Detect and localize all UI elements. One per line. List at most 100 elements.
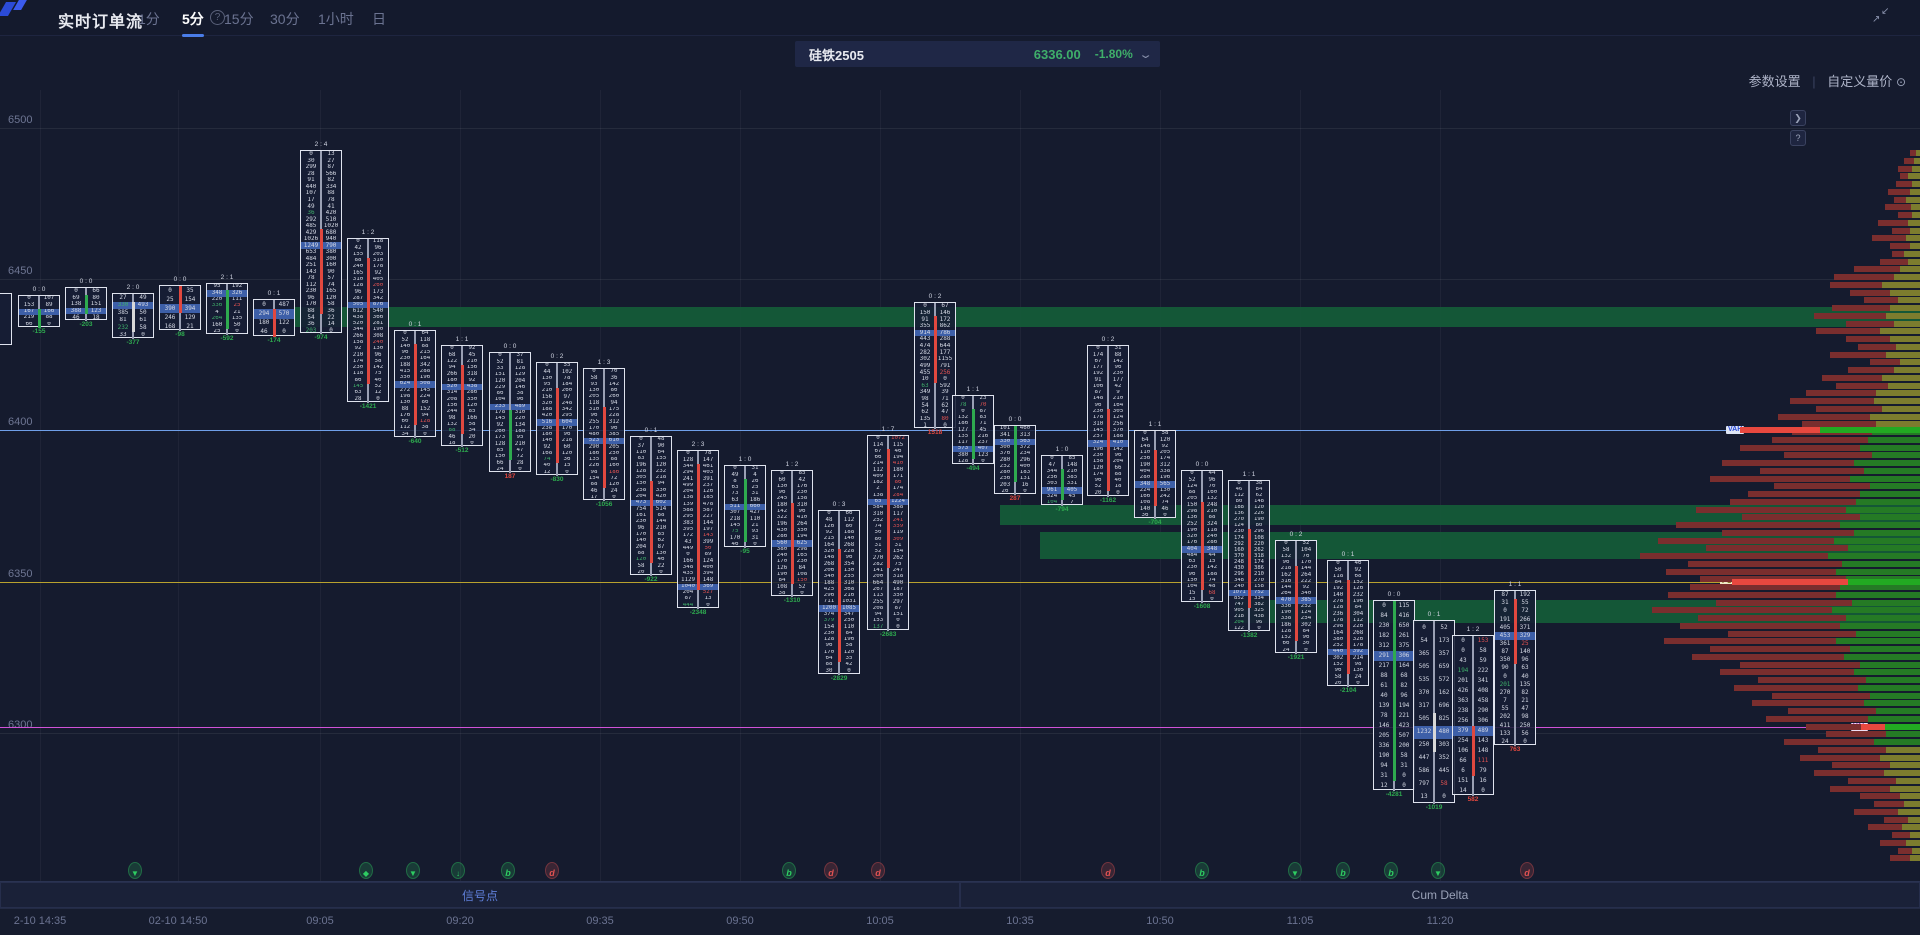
tab-5分[interactable]: 5分: [182, 11, 204, 37]
param-settings-button[interactable]: 参数设置: [1748, 74, 1801, 89]
bid-ask-row: 370 162: [1414, 686, 1454, 699]
bid-ask-row: 230 96: [1088, 453, 1128, 459]
bid-ask-row: 0 38: [1229, 481, 1269, 487]
tab-1分[interactable]: 1分: [138, 11, 160, 27]
footprint-candle[interactable]: 1 : 1 0 58 64 120 148 92 110 205 256 174 190 312 404 3…: [1134, 421, 1176, 529]
cumdelta-panel[interactable]: Cum Delta: [960, 882, 1920, 908]
signal-d-icon[interactable]: d: [1101, 862, 1115, 879]
footprint-candle[interactable]: 0 : 2 0 31 174 88 67 142 177 96 192 230 91 177 106 42 8…: [1087, 336, 1129, 507]
ask-volume: 420: [325, 209, 337, 217]
instrument-selector[interactable]: 硅铁2505 6336.00 -1.80% ⌄: [795, 41, 1160, 67]
footprint-candle[interactable]: 0 : 0 0 44 52 96 124 70 88 160 205 132 150 248 298 210…: [1181, 461, 1223, 613]
bid-ask-row: 317 696: [1414, 699, 1454, 712]
footprint-candle[interactable]: 0 : 2 0 67 150 146 91 172 355 862 914 786 443 288 474…: [914, 293, 956, 439]
signal-arrow-icon[interactable]: ↓: [451, 862, 465, 879]
signal-tri-icon[interactable]: ▼: [128, 862, 142, 879]
signal-b-icon[interactable]: b: [1384, 862, 1398, 879]
footprint-candle[interactable]: 1 : 3 0 70 58 36 93 142 130 86 205 260 118 94 310 175 9…: [583, 359, 625, 511]
footprint-candle[interactable]: 2 : 0 27 49 330 493 385 50 81 61 232 58 33 0 -377: [112, 284, 154, 349]
footprint-candle[interactable]: 0 : 2 0 52 58 104 132 76 96 170 218 144 162 264 316 22…: [1275, 531, 1317, 664]
footprint-candle[interactable]: 1 : 2 0 118 42 96 155 203 88 310 240 178 165 92 310 40…: [347, 229, 389, 413]
ask-volume: 132: [1206, 496, 1218, 502]
buy-volume-bar: [1900, 793, 1920, 800]
signal-diamond-icon[interactable]: ◆: [359, 862, 373, 879]
target-icon[interactable]: ⊙: [1895, 75, 1906, 89]
footprint-candle[interactable]: 1 : 1 87 192 31 55 0 72 191 266 405 371 453 329 361 25…: [1494, 581, 1536, 756]
tab-15分[interactable]: 15分: [224, 11, 254, 27]
signal-d-icon[interactable]: d: [871, 862, 885, 879]
ask-volume: 0: [943, 375, 947, 383]
buy-volume-bar: [1890, 289, 1920, 296]
footprint-candle[interactable]: 2 : 4 0 13 30 27 299 87 28 566 91 82 440 334 107 88 17 7…: [300, 141, 342, 344]
bid-ask-row: 177 96: [1088, 365, 1128, 371]
bid-volume: 245: [776, 496, 788, 502]
footprint-candle[interactable]: 0 : 1 0 487 294 570 180 122 46 0 -174: [253, 290, 295, 347]
signal-d-icon[interactable]: d: [824, 862, 838, 879]
ask-volume: 220: [514, 416, 526, 422]
signal-b-icon[interactable]: b: [1195, 862, 1209, 879]
sell-volume-bar: [1692, 653, 1844, 660]
footprint-candle[interactable]: 1 : 1 0 23 78 70 0 87 132 83 186 71 127 45 135 216 117 2…: [952, 386, 994, 475]
footprint-candle[interactable]: 0 : 2 0 55 44 102 130 78 95 184 210 260 156 97 320 248…: [536, 353, 578, 486]
bid-ask-row: 264 135: [207, 316, 247, 322]
footprint-candle[interactable]: 0 : 1 0 52 54 173 365 357 505 659 535 572 370 162 317…: [1413, 611, 1455, 814]
footprint-candle[interactable]: 2 : 1 95 192 348 326 220 111 336 25 4 21 264 135 160 5…: [206, 274, 248, 345]
signal-b-icon[interactable]: b: [501, 862, 515, 879]
signal-panel[interactable]: 信号点: [0, 882, 960, 908]
collapse-icon[interactable]: ↙ ↗: [1872, 6, 1890, 25]
footprint-candle[interactable]: 1 : 2 0 153 0 58 43 59 194 222 201 341 426 408 363 458…: [1452, 626, 1494, 806]
footprint-candle[interactable]: 1 : 2 0 85 60 42 130 176 96 230 245 158 180 310 142 96…: [771, 461, 813, 607]
signal-tri-icon[interactable]: ▼: [406, 862, 420, 879]
footprint-candle[interactable]: 0 : 0 0 35 25 154 390 394 246 129 168 21 -98: [159, 276, 201, 341]
tab-1小时[interactable]: 1小时: [318, 11, 354, 27]
panel-help-button[interactable]: ?: [1790, 130, 1806, 146]
footprint-candle[interactable]: 0 : 1 0 46 50 92 118 68 84 152 192 126 140 232 278 196…: [1327, 551, 1369, 697]
footprint-candle[interactable]: 1 : 7 0 1072 114 115 67 46 66 194 214 410 112 180 409…: [867, 426, 909, 641]
footprint-candle[interactable]: 0 : 3 0 66 48 112 126 80 92 188 215 140 164 268 320 22…: [818, 501, 860, 685]
bid-ask-row: 535 572: [1414, 673, 1454, 686]
footprint-candle[interactable]: 0 : 1 0 48 37 90 110 64 83 155 196 120 128 232 305 218…: [630, 427, 672, 586]
bid-ask-row: 429 680: [301, 229, 341, 236]
footprint-candle[interactable]: 0 : 0 101 460 341 313 330 563 300 372 376 234 280 29…: [994, 416, 1036, 505]
bid-volume: 219: [23, 315, 35, 321]
volume-profile-row: [1870, 359, 1920, 366]
expand-panel-button[interactable]: ❯: [1790, 110, 1806, 126]
signal-d-icon[interactable]: d: [545, 862, 559, 879]
signal-b-icon[interactable]: b: [1336, 862, 1350, 879]
time-axis[interactable]: 2-10 14:35 02-10 14:50 09:05 09:20 09:35 09:5…: [0, 908, 1920, 935]
footprint-candle[interactable]: 2 : 3 0 78 128 147 344 461 294 403 241 391 499 237 20…: [677, 441, 719, 619]
footprint-candle[interactable]: 0 : 1 0 64 52 118 140 88 96 215 230 164 188 342 415 28…: [394, 321, 436, 448]
bid-volume: 174: [1092, 352, 1104, 358]
footprint-candle[interactable]: 1 : 0 0 85 47 148 344 210 256 385 303 331 961 405 324…: [1041, 446, 1083, 516]
ask-volume: 177: [1112, 377, 1124, 383]
bid-ask-row: 92 130: [348, 346, 388, 352]
ask-volume: 96: [516, 397, 524, 403]
candle-body: [837, 548, 841, 663]
ask-volume: 394: [184, 304, 196, 312]
signal-tri-icon[interactable]: ▼: [1431, 862, 1445, 879]
footprint-candle[interactable]: 0 : 0 0 37 52 81 33 128 151 129 120 204 229 146 86 38 1…: [489, 343, 531, 483]
footprint-candle[interactable]: 0 : 0 0 107 153 89 167 166 219 88 66 0 -155: [18, 286, 60, 338]
signal-b-icon[interactable]: b: [782, 862, 796, 879]
sell-volume-bar: [1898, 212, 1912, 218]
help-icon[interactable]: ?: [210, 10, 225, 25]
footprint-candle[interactable]: 1 : 1 0 92 68 45 122 210 94 156 266 318 180 92 520 438…: [441, 336, 483, 457]
footprint-candle[interactable]: 1 : 0 0 31 49 4 8 26 63 25 73 31 63 186 511 660 307 427 2…: [724, 456, 766, 558]
bid-ask-row: 52 118: [395, 337, 435, 343]
bid-ask-row: 272 145: [395, 388, 435, 394]
footprint-candle[interactable]: 0 : 0 0 66 69 80 138 151 388 123 46 18 -203: [65, 278, 107, 331]
candle-cell-box: 0 66 69 80 138 151 388 123 46 18: [65, 287, 107, 321]
footprint-candle[interactable]: 1 : 1 0 38 46 84 112 62 80 148 188 120 136 226 270 190…: [1228, 471, 1270, 642]
bid-ask-row: 98 71: [915, 396, 955, 403]
tab-日[interactable]: 日: [372, 11, 386, 27]
bid-volume: 0: [1382, 602, 1386, 609]
custom-volume-price-button[interactable]: 自定义量价: [1827, 74, 1893, 89]
signal-d-icon[interactable]: d: [1520, 862, 1534, 879]
tab-30分[interactable]: 30分: [270, 11, 300, 27]
bid-ask-row: 74 359: [868, 524, 908, 530]
footprint-candle[interactable]: 0 : 0 0 115 84 416 230 650 182 261 312 375 291 306 21…: [1373, 591, 1415, 801]
bid-volume: 128: [1332, 605, 1344, 611]
signal-tri-icon[interactable]: ▼: [1288, 862, 1302, 879]
candle-body: [602, 406, 606, 489]
bid-volume: 348: [211, 290, 223, 296]
